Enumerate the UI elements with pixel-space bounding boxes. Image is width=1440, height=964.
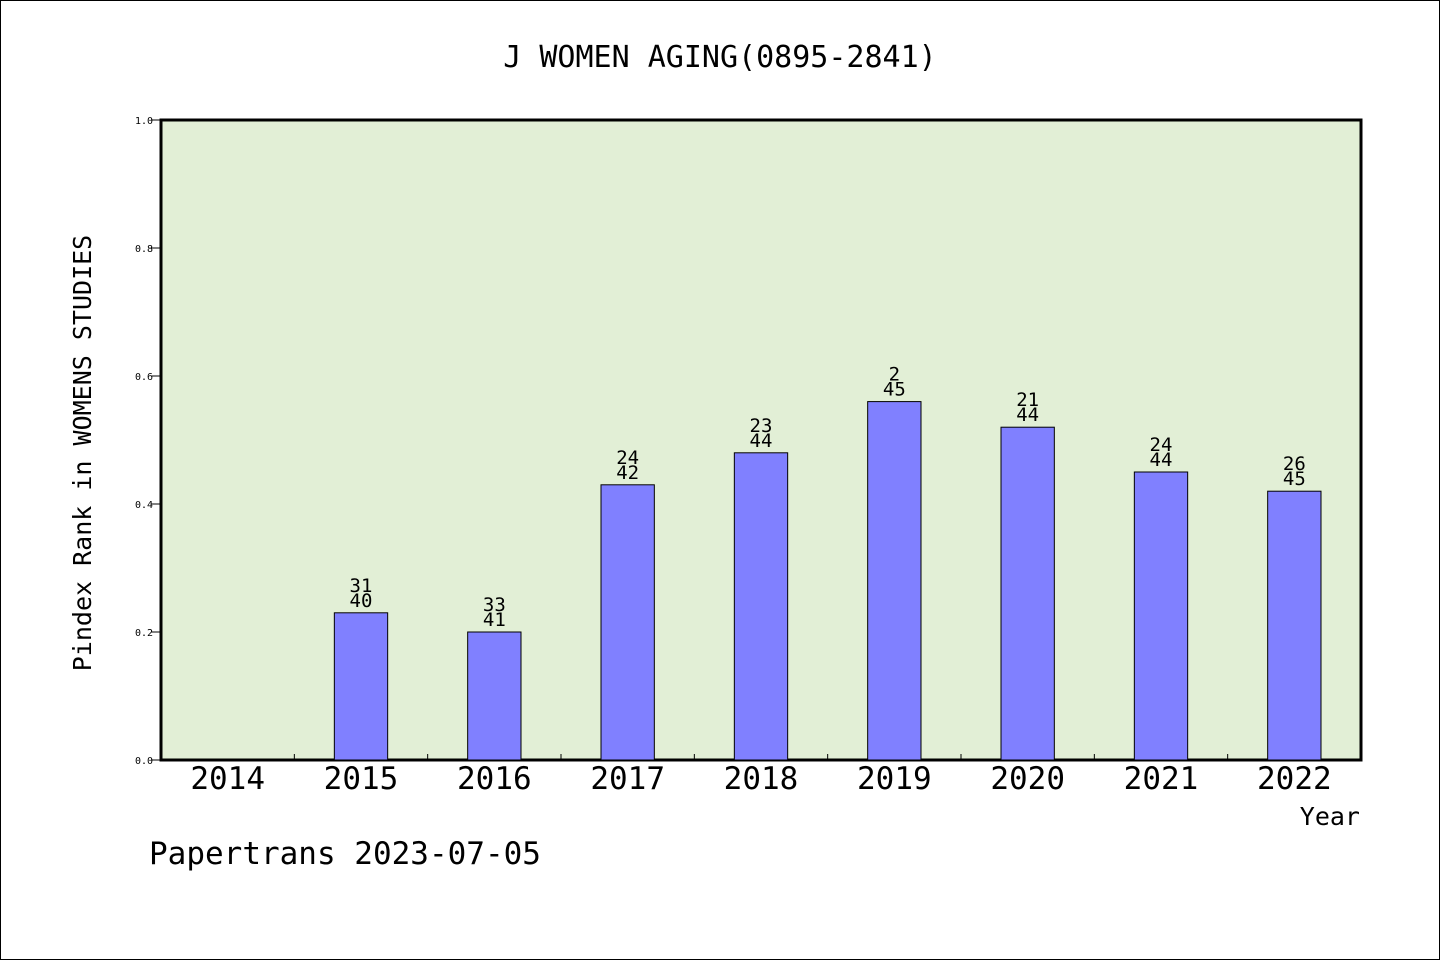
bar-2018 (733, 452, 789, 761)
rank-label-2019: 2 (889, 364, 900, 386)
bar-2016 (467, 631, 522, 761)
bar-2015 (333, 612, 389, 761)
x-tick-label: 2017 (590, 761, 665, 797)
x-axis: 2014 2015 2016 2017 2018 2019 2020 2021 2022 (190, 754, 1332, 797)
bar-2022 (1267, 490, 1322, 761)
rank-label-2021: 24 (1150, 434, 1173, 456)
x-tick-label: 2019 (857, 761, 932, 797)
total-label-2018: 44 (750, 430, 773, 452)
rank-label-2020: 21 (1016, 389, 1039, 411)
footer-credit: Papertrans 2023-07-05 (149, 836, 541, 872)
x-tick-label: 2022 (1257, 761, 1332, 797)
rank-label-2018: 23 (750, 415, 773, 437)
y-tick-label: 0.0 (135, 756, 153, 767)
x-tick-label: 2020 (990, 761, 1065, 797)
y-tick-label: 1.0 (135, 116, 153, 127)
y-axis: 0.0 0.2 0.4 0.6 0.8 1.0 (135, 116, 161, 767)
x-tick-label: 2016 (457, 761, 532, 797)
y-tick-label: 0.8 (135, 244, 153, 255)
y-tick-label: 0.4 (135, 500, 153, 511)
x-tick-label: 2014 (190, 761, 265, 797)
y-tick-label: 0.2 (135, 628, 153, 639)
total-label-2022: 45 (1283, 468, 1306, 490)
total-label-2015: 40 (350, 590, 373, 612)
y-axis-label: Pindex Rank in WOMENS STUDIES (68, 235, 97, 672)
total-label-2021: 44 (1150, 449, 1173, 471)
x-axis-label: Year (1300, 802, 1360, 831)
y-tick-label: 0.6 (135, 372, 153, 383)
rank-label-2022: 26 (1283, 453, 1306, 475)
chart-title: J WOMEN AGING(0895-2841) (503, 40, 936, 75)
rank-label-2016: 33 (483, 594, 506, 616)
bar-2019 (867, 401, 922, 761)
bar-2021 (1133, 471, 1189, 761)
total-label-2020: 44 (1016, 404, 1039, 426)
x-tick-label: 2018 (724, 761, 799, 797)
rank-label-2017: 24 (616, 447, 639, 469)
bar-2017 (600, 484, 655, 761)
x-tick-label: 2021 (1124, 761, 1199, 797)
total-label-2019: 45 (883, 379, 906, 401)
total-label-2016: 41 (483, 609, 506, 631)
bar-2020 (1000, 426, 1055, 761)
total-label-2017: 42 (616, 462, 639, 484)
rank-label-2015: 31 (350, 575, 373, 597)
x-tick-label: 2015 (324, 761, 399, 797)
